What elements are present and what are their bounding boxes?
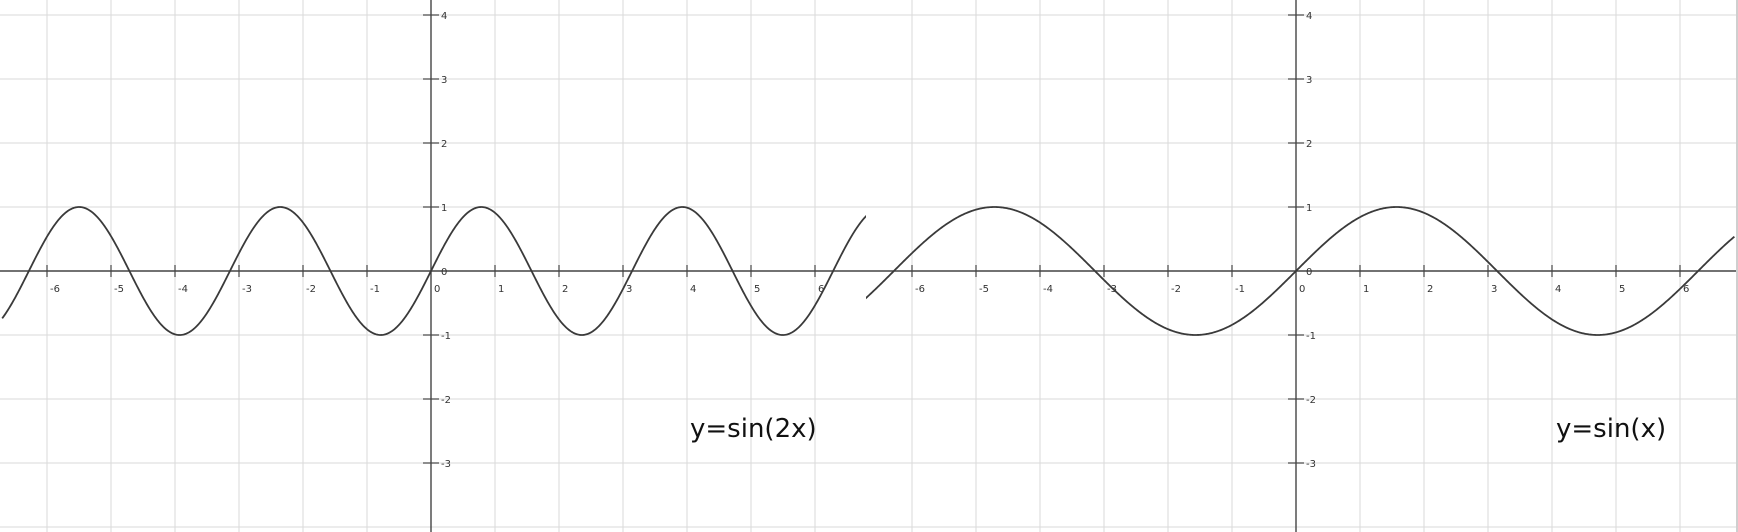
y-tick-label-1: 1 [441,203,447,214]
y-tick-label--3: -3 [1306,459,1316,470]
y-tick-label--2: -2 [1306,395,1316,406]
x-tick-label-4: 4 [1555,284,1561,295]
x-tick-label--2: -2 [306,284,316,295]
tick-marks [911,14,1681,464]
x-tick-label-5: 5 [1619,284,1625,295]
x-tick-label-0: 0 [1299,284,1305,295]
y-tick-label-4: 4 [441,11,447,22]
x-tick-label-5: 5 [754,284,760,295]
tick-labels: -6 -5 -4 -3 -2 -1 0 1 2 3 4 5 6 -3 -2 -1 0 1 2 3 4 [915,11,1689,470]
x-tick-label--3: -3 [1107,284,1117,295]
x-tick-label-6: 6 [818,284,824,295]
y-tick-label-2: 2 [441,139,447,150]
x-tick-label--1: -1 [1235,284,1245,295]
x-tick-label-2: 2 [562,284,568,295]
x-tick-label--3: -3 [242,284,252,295]
x-tick-label--5: -5 [979,284,989,295]
y-tick-label--1: -1 [1306,331,1316,342]
x-tick-label--4: -4 [178,284,188,295]
y-tick-label-3: 3 [441,75,447,86]
sin-x-graph: -6 -5 -4 -3 -2 -1 0 1 2 3 4 5 6 -3 -2 -1 0 1 2 3 4 y=sin(x) [866,0,1738,532]
x-tick-label--6: -6 [50,284,60,295]
x-tick-label-3: 3 [626,284,632,295]
x-tick-label-1: 1 [1363,284,1369,295]
axes [0,0,866,532]
x-tick-label-4: 4 [690,284,696,295]
sin-x-graph-panel: -6 -5 -4 -3 -2 -1 0 1 2 3 4 5 6 -3 -2 -1 0 1 2 3 4 y=sin(x) [866,0,1738,532]
sin-2x-graph: -6 -5 -4 -3 -2 -1 0 1 2 3 4 5 6 -3 -2 -1 0 1 2 3 4 y=sin(2x) [0,0,866,532]
y-tick-label-4: 4 [1306,11,1312,22]
y-tick-label-3: 3 [1306,75,1312,86]
y-tick-label-0: 0 [1306,267,1312,278]
sin-2x-graph-panel: -6 -5 -4 -3 -2 -1 0 1 2 3 4 5 6 -3 -2 -1 0 1 2 3 4 y=sin(2x) [0,0,866,532]
axes [866,0,1738,532]
x-tick-label-3: 3 [1491,284,1497,295]
function-label: y=sin(x) [1556,414,1666,444]
y-tick-label-1: 1 [1306,203,1312,214]
x-tick-label--2: -2 [1171,284,1181,295]
x-tick-label-0: 0 [434,284,440,295]
x-tick-label-1: 1 [498,284,504,295]
y-tick-label-0: 0 [441,267,447,278]
x-tick-label--4: -4 [1043,284,1053,295]
y-tick-label--1: -1 [441,331,451,342]
curve-sin-x [866,206,1735,336]
x-tick-label--6: -6 [915,284,925,295]
x-tick-label--5: -5 [114,284,124,295]
y-tick-label-2: 2 [1306,139,1312,150]
y-tick-label--3: -3 [441,459,451,470]
tick-marks [46,14,816,464]
x-tick-label-2: 2 [1427,284,1433,295]
curve-sin-2x [1,206,866,336]
tick-labels: -6 -5 -4 -3 -2 -1 0 1 2 3 4 5 6 -3 -2 -1 0 1 2 3 4 [50,11,824,470]
x-tick-label-6: 6 [1683,284,1689,295]
function-label: y=sin(2x) [690,414,817,444]
x-tick-label--1: -1 [370,284,380,295]
y-tick-label--2: -2 [441,395,451,406]
